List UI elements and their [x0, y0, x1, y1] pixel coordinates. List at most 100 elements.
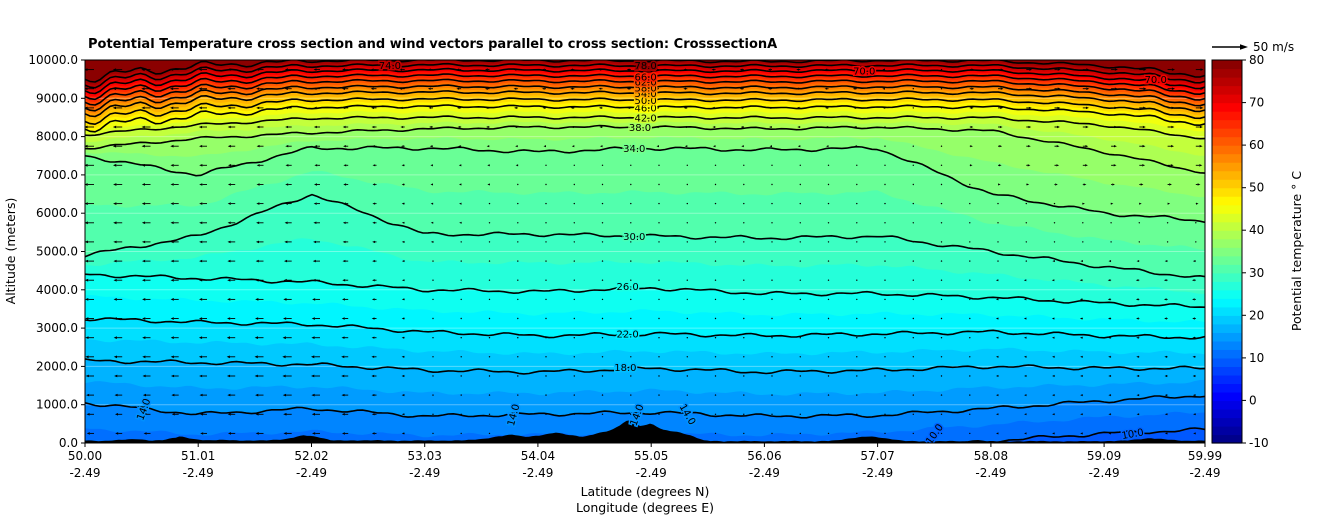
contour-label: 62.0 — [634, 78, 656, 89]
wind-arrow-head — [371, 374, 375, 378]
wind-arrow-head — [141, 106, 145, 110]
y-tick-label: 5000.0 — [36, 245, 78, 259]
wind-arrow-head — [255, 393, 259, 397]
wind-dot — [884, 260, 886, 262]
wind-arrow-head — [113, 240, 117, 244]
wind-arrow-head — [141, 87, 145, 91]
wind-arrow-head — [141, 144, 145, 148]
contour-lines — [85, 60, 1205, 443]
wind-dot — [771, 164, 773, 166]
wind-dot — [601, 394, 604, 396]
wind-dot — [799, 432, 801, 435]
x-tick-label-lon: -2.49 — [69, 466, 100, 480]
wind-arrow-head — [971, 68, 975, 71]
wind-dot — [714, 279, 717, 281]
wind-arrow-head — [312, 278, 316, 282]
wind-dot — [856, 222, 858, 224]
wind-dot — [545, 356, 547, 358]
wind-arrow-head — [1024, 374, 1027, 377]
wind-dot — [630, 298, 632, 301]
wind-arrow-head — [1083, 183, 1087, 186]
wind-arrow-head — [142, 298, 146, 301]
wind-arrow-head — [199, 202, 203, 205]
wind-dot — [658, 222, 660, 224]
wind-arrow-head — [1052, 374, 1055, 377]
wind-arrow-head — [227, 221, 231, 225]
wind-dot — [827, 164, 830, 166]
contour-label: 18.0 — [614, 363, 636, 374]
wind-arrow-head — [1136, 413, 1140, 416]
wind-dot — [686, 222, 688, 224]
x-axis-label-lat: Latitude (degrees N) — [581, 484, 710, 499]
wind-arrow-head — [1056, 145, 1060, 148]
wind-arrow-head — [995, 317, 999, 320]
wind-dot — [488, 298, 491, 301]
wind-arrow-head — [1000, 68, 1004, 71]
wind-arrow-head — [1164, 355, 1167, 358]
wind-dot — [573, 356, 575, 358]
wind-arrow-head — [796, 68, 799, 71]
wind-dot — [997, 260, 999, 262]
wind-arrow-head — [282, 374, 286, 378]
wind-dot — [488, 279, 491, 281]
wind-dot — [517, 222, 519, 224]
wind-arrow-head — [401, 317, 405, 320]
wind-arrow-head — [284, 68, 288, 71]
wind-arrow-head — [341, 413, 345, 416]
wind-arrow-head — [170, 202, 174, 205]
wind-arrow-head — [1080, 413, 1083, 416]
gridlines — [85, 97, 1205, 406]
wind-dot — [940, 164, 943, 166]
wind-arrow-head — [570, 106, 574, 109]
y-tick-label: 1000.0 — [36, 398, 78, 412]
wind-dot — [743, 432, 745, 435]
wind-dot — [601, 183, 604, 186]
wind-dot — [827, 241, 830, 243]
contour-label: 22.0 — [616, 330, 638, 341]
wind-dot — [940, 260, 943, 262]
wind-dot — [432, 317, 434, 320]
wind-arrow-head — [112, 106, 117, 110]
wind-dot — [743, 394, 745, 396]
y-tick-label: 10000.0 — [28, 53, 78, 67]
wind-arrow-head — [627, 106, 630, 109]
wind-arrow-head — [227, 144, 231, 148]
contour-line — [942, 427, 1205, 443]
wind-arrow-head — [998, 183, 1001, 186]
wind-dot — [1110, 222, 1112, 224]
wind-arrow-head — [1143, 68, 1147, 71]
wind-arrow-head — [372, 221, 375, 224]
wind-arrow-head — [227, 413, 231, 416]
wind-dot — [771, 279, 773, 281]
wind-arrow-head — [996, 374, 999, 377]
wind-arrow-head — [141, 183, 145, 186]
wind-arrow-head — [227, 317, 231, 320]
wind-arrow-head — [342, 298, 345, 301]
wind-arrow-head — [254, 336, 258, 339]
wind-arrow-head — [312, 432, 316, 435]
contour-band — [85, 60, 1205, 94]
wind-arrow-head — [1192, 355, 1196, 358]
wind-arrow-head — [1052, 413, 1055, 416]
contour-line — [85, 73, 1205, 101]
wind-arrow-head — [113, 202, 117, 205]
wind-arrow-head — [341, 336, 345, 339]
wind-arrow-head — [683, 106, 687, 109]
wind-arrow-head — [372, 145, 375, 148]
wind-arrow-head — [399, 87, 403, 90]
wind-arrow-head — [199, 393, 203, 397]
colorbar-band — [1212, 332, 1242, 342]
wind-arrow-head — [142, 336, 146, 339]
wind-dot — [884, 241, 886, 243]
wind-arrow-head — [1029, 87, 1033, 90]
wind-arrow-head — [683, 68, 686, 71]
colorbar-band — [1212, 281, 1242, 291]
wind-arrow-head — [199, 240, 203, 244]
wind-dot — [771, 337, 773, 339]
wind-dot — [969, 394, 971, 396]
wind-arrow-head — [769, 126, 772, 129]
wind-arrow-head — [256, 202, 260, 205]
wind-arrow-head — [284, 259, 288, 263]
wind-dot — [460, 279, 462, 281]
wind-arrow-head — [85, 125, 88, 129]
